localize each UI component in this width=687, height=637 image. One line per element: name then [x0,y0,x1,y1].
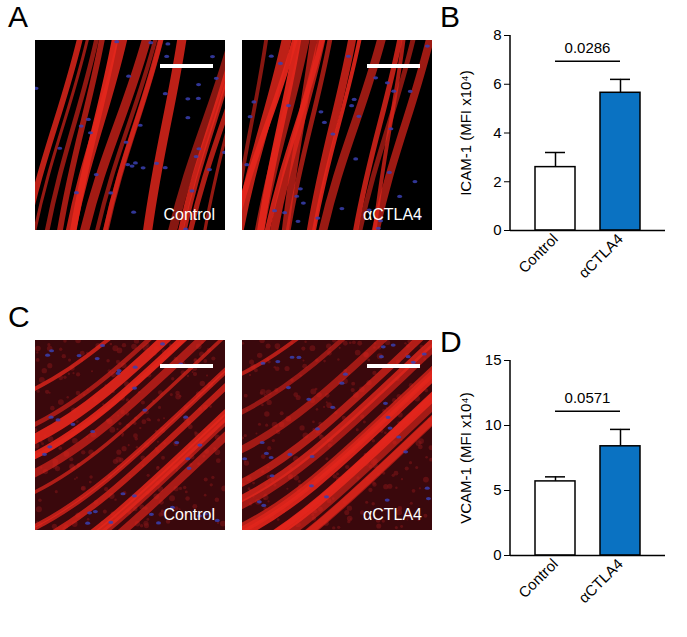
svg-text:6: 6 [493,75,501,92]
svg-text:αCTLA4: αCTLA4 [363,206,422,223]
svg-text:4: 4 [493,124,501,141]
svg-text:Control: Control [163,206,215,223]
svg-text:Control: Control [515,230,561,276]
svg-text:2: 2 [493,173,501,190]
html-text:D: D [440,325,462,358]
svg-text:Control: Control [163,506,215,523]
svg-text:0: 0 [493,221,501,238]
svg-text:0.0571: 0.0571 [565,389,611,406]
svg-text:15: 15 [485,351,502,368]
svg-text:Control: Control [515,555,561,601]
svg-text:αCTLA4: αCTLA4 [363,506,422,523]
svg-text:0: 0 [493,546,501,563]
svg-text:10: 10 [485,416,502,433]
svg-text:5: 5 [493,481,501,498]
html-text:A: A [8,0,28,33]
svg-text:αCTLA4: αCTLA4 [575,230,626,281]
svg-text:0.0286: 0.0286 [565,39,611,56]
svg-text:αCTLA4: αCTLA4 [575,555,626,606]
html-text:C: C [8,300,30,333]
svg-text:ICAM-1 (MFI x10⁴): ICAM-1 (MFI x10⁴) [457,70,474,196]
svg-text:VCAM-1 (MFI x10⁴): VCAM-1 (MFI x10⁴) [457,392,474,523]
html-text:B: B [440,0,460,33]
svg-text:8: 8 [493,26,501,43]
